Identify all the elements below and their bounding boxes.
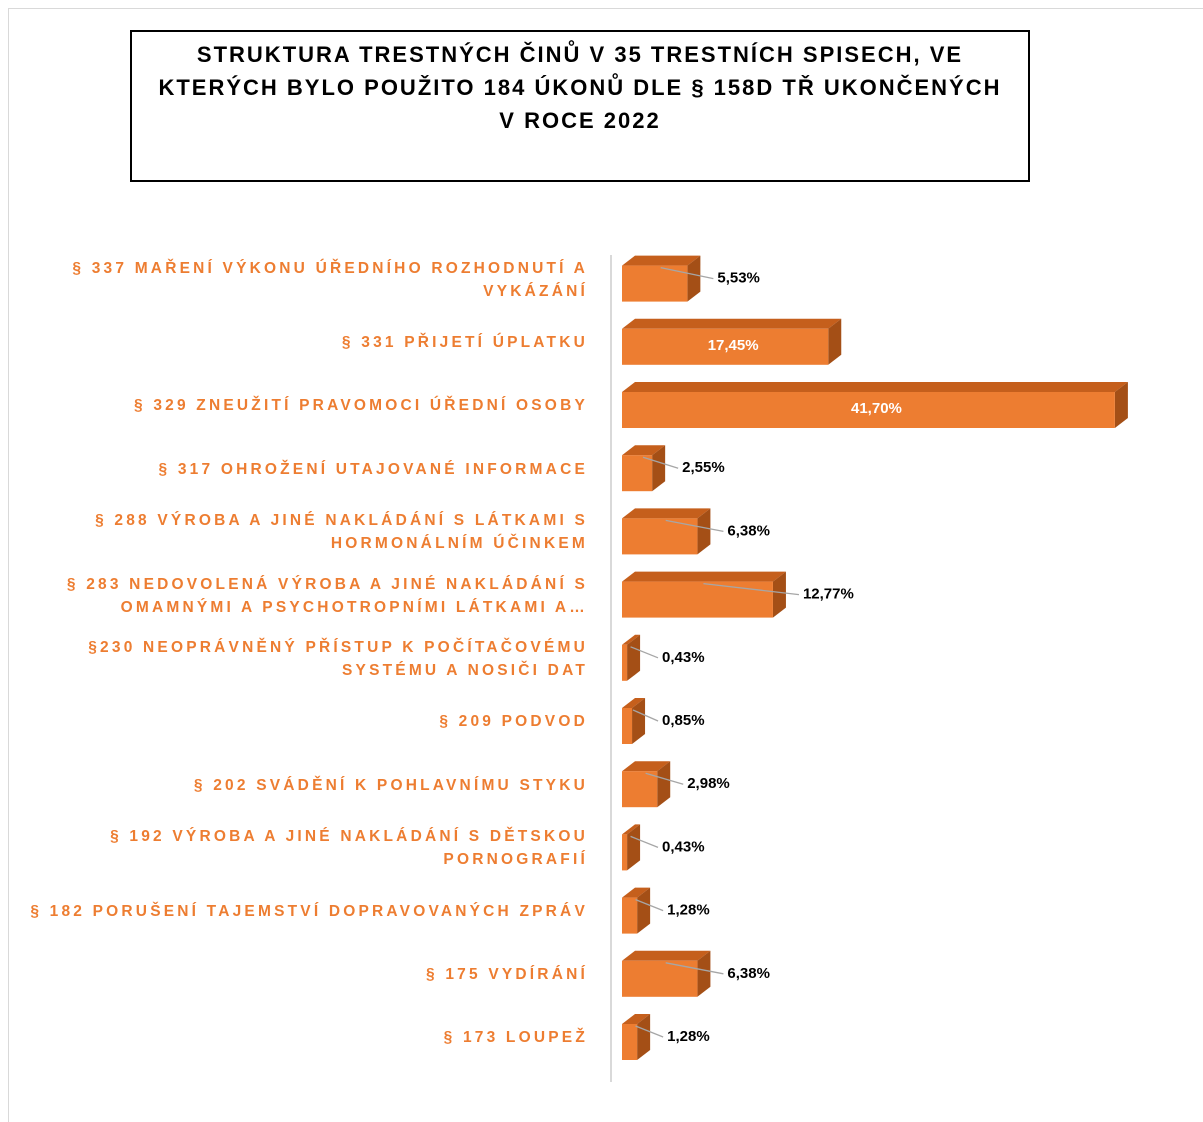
- bar-side: [637, 1014, 651, 1060]
- category-label: § 331 PŘIJETÍ ÚPLATKU: [341, 334, 588, 352]
- value-label: 0,43%: [662, 649, 705, 666]
- bar-side: [652, 445, 666, 492]
- bar: [622, 1014, 651, 1060]
- bar-side: [657, 761, 671, 808]
- category-label: § 202 SVÁDĚNÍ K POHLAVNÍMU STYKU: [193, 776, 588, 794]
- bar: [622, 255, 701, 302]
- bar-side: [697, 508, 711, 555]
- category-label: § 175 VYDÍRÁNÍ: [426, 966, 588, 984]
- value-label: 17,45%: [708, 337, 759, 354]
- bar-top: [622, 824, 641, 835]
- category-label: § 317 OHROŽENÍ UTAJOVANÉ INFORMACE: [158, 460, 588, 478]
- bar-top: [622, 698, 646, 708]
- value-label: 6,38%: [727, 522, 770, 539]
- bar: [622, 698, 646, 744]
- category-label: § 209 PODVOD: [439, 713, 588, 731]
- bar-front: [622, 644, 628, 681]
- value-label: 41,70%: [851, 400, 902, 417]
- bar: [622, 508, 711, 555]
- bar-top: [622, 571, 786, 582]
- bar-top: [622, 761, 671, 772]
- bar: [622, 634, 641, 681]
- bar: [622, 761, 671, 808]
- bar-front: [622, 771, 658, 808]
- bar-front: [622, 328, 829, 365]
- bar: [622, 382, 1128, 428]
- category-label: § 173 LOUPEŽ: [443, 1029, 588, 1047]
- category-label: § 288 VÝROBA A JINÉ NAKLÁDÁNÍ S LÁTKAMI …: [95, 512, 588, 553]
- bar-front: [622, 392, 1115, 428]
- bar-side: [1114, 382, 1128, 428]
- leader-line: [632, 709, 659, 722]
- leader-line: [630, 646, 659, 659]
- bar-front: [622, 897, 638, 934]
- bar-top: [622, 255, 701, 266]
- value-label: 2,98%: [687, 775, 730, 792]
- category-label: §230 NEOPRÁVNĚNÝ PŘÍSTUP K POČÍTAČOVÉMU …: [88, 638, 588, 679]
- bar-top: [622, 318, 842, 329]
- value-label: 5,53%: [717, 270, 760, 287]
- bar-front: [622, 455, 653, 492]
- bar-front: [622, 708, 633, 744]
- category-label: § 283 NEDOVOLENÁ VÝROBA A JINÉ NAKLÁDÁNÍ…: [66, 575, 588, 616]
- bar-side: [828, 318, 842, 365]
- bar: [622, 318, 842, 365]
- value-label: 0,85%: [662, 712, 705, 729]
- leader-line: [665, 962, 724, 975]
- bar: [622, 824, 641, 871]
- leader-line: [703, 582, 800, 596]
- bar-top: [622, 887, 651, 898]
- bar-front: [622, 834, 628, 871]
- bar: [622, 950, 711, 997]
- bar-top: [622, 445, 666, 456]
- bar-front: [622, 265, 688, 302]
- leader-line: [635, 898, 664, 912]
- bar-side: [627, 634, 641, 681]
- bar-front: [622, 581, 773, 618]
- category-label: § 192 VÝROBA A JINÉ NAKLÁDÁNÍ S DĚTSKOU …: [110, 828, 588, 869]
- category-label: § 182 PORUŠENÍ TAJEMSTVÍ DOPRAVOVANÝCH Z…: [30, 903, 588, 920]
- chart-title: STRUKTURA TRESTNÝCH ČINŮ V 35 TRESTNÍCH …: [130, 30, 1030, 182]
- leader-line: [642, 456, 679, 469]
- bar-side: [687, 255, 701, 302]
- bar-top: [622, 634, 641, 645]
- bar-side: [637, 887, 651, 934]
- bar-top: [622, 950, 711, 961]
- chart-frame: [8, 8, 1203, 1122]
- value-label: 6,38%: [727, 965, 770, 982]
- value-label: 1,28%: [667, 902, 710, 919]
- value-label: 0,43%: [662, 838, 705, 855]
- leader-line: [645, 772, 684, 785]
- bar: [622, 887, 651, 934]
- value-label: 12,77%: [803, 586, 854, 603]
- leader-line: [665, 519, 724, 533]
- bar-top: [622, 382, 1128, 392]
- leader-line: [660, 266, 714, 280]
- value-label: 1,28%: [667, 1028, 710, 1045]
- bar-top: [622, 1014, 651, 1024]
- leader-line: [630, 835, 659, 849]
- category-label: § 329 ZNEUŽITÍ PRAVOMOCI ÚŘEDNÍ OSOBY: [134, 397, 588, 415]
- bar-front: [622, 1024, 638, 1060]
- bar-side: [627, 824, 641, 871]
- leader-line: [635, 1025, 664, 1038]
- value-label: 2,55%: [682, 459, 725, 476]
- bar-side: [632, 698, 646, 744]
- bar-top: [622, 508, 711, 519]
- bar: [622, 571, 786, 618]
- category-label: § 337 MAŘENÍ VÝKONU ÚŘEDNÍHO ROZHODNUTÍ …: [72, 259, 588, 300]
- bar-side: [772, 571, 786, 618]
- bar-side: [697, 950, 711, 997]
- bar: [622, 445, 666, 492]
